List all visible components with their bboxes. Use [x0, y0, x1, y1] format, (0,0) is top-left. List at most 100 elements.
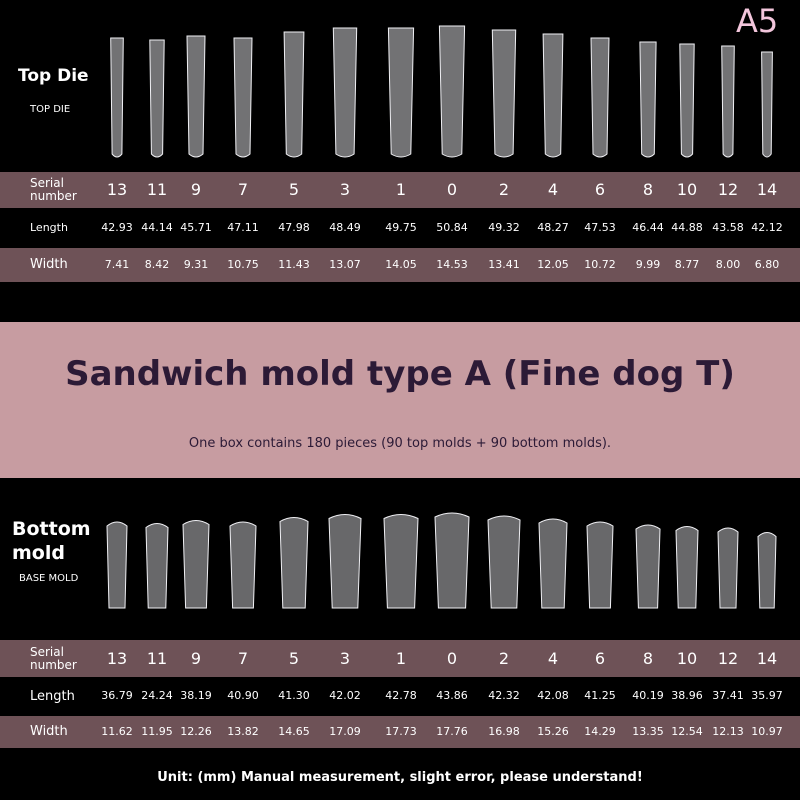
table-cell: 43.58	[712, 220, 744, 234]
table-cell: 42.93	[101, 220, 133, 234]
table-cell: 45.71	[180, 220, 212, 234]
section-subtitle: TOP DIE	[30, 104, 71, 115]
section-title: Bottom mold	[12, 518, 91, 564]
table-row: Length 42.93 44.14 45.71 47.11 47.98 48.49 49.7…	[0, 210, 800, 246]
table-cell: 12	[717, 180, 739, 199]
table-cell: 38.19	[180, 689, 212, 702]
nail	[283, 31, 305, 158]
table-cell: 42.12	[751, 220, 783, 234]
table-cell: 42.78	[385, 689, 417, 702]
table-row: Width 7.41 8.42 9.31 10.75 11.43 13.07 14.05 14.…	[0, 248, 800, 282]
table-cell: 9.99	[635, 257, 661, 271]
table-cell: 5	[288, 180, 300, 199]
nail	[679, 43, 695, 158]
table-row: Width 11.62 11.95 12.26 13.82 14.65 17.09 17.73…	[0, 716, 800, 748]
table-cell: 11.62	[101, 724, 133, 738]
table-cell: 15.26	[537, 724, 569, 738]
table-cell: 6.80	[754, 257, 780, 271]
nail	[182, 520, 210, 609]
nail	[487, 515, 521, 609]
table-cell: 8.77	[674, 257, 700, 271]
table-cell: 48.49	[329, 220, 361, 234]
table-cell: 10.72	[584, 257, 616, 271]
nail	[186, 35, 206, 158]
nail	[145, 523, 169, 609]
table-cell: 49.32	[488, 220, 520, 234]
nail	[383, 514, 419, 609]
table-cell: 13.35	[632, 724, 664, 738]
nail	[721, 45, 735, 158]
nail	[491, 29, 517, 158]
table-cell: 8.00	[715, 257, 741, 271]
table-cell: 6	[594, 180, 606, 199]
nail	[538, 518, 568, 609]
nail	[387, 27, 415, 158]
table-row: Serial number 13 11 9 7 5 3 1 0 2 4 6 8 10 12 14	[0, 640, 800, 677]
table-cell: 0	[446, 180, 458, 199]
table-cell: 10	[676, 648, 698, 668]
table-cell: 42.02	[329, 689, 361, 702]
table-cell: 11.43	[278, 257, 310, 271]
table-cell: 8	[642, 180, 654, 199]
nail	[328, 514, 362, 609]
banner-title: Sandwich mold type A (Fine dog T)	[65, 354, 735, 394]
table-cell: 49.75	[385, 220, 417, 234]
nail	[590, 37, 610, 158]
nail	[717, 527, 739, 609]
table-cell: 17.76	[436, 724, 468, 738]
table-cell: 37.41	[712, 689, 744, 702]
table-cell: 14.53	[436, 257, 468, 271]
table-cell: 11	[146, 180, 168, 199]
table-cell: 41.25	[584, 689, 616, 702]
section-title: Top Die	[18, 66, 89, 86]
section-subtitle: BASE MOLD	[19, 573, 79, 584]
table-cell: 3	[339, 180, 351, 199]
nail	[106, 521, 128, 609]
table-cell: 14	[756, 180, 778, 199]
table-cell: 12	[717, 648, 739, 668]
table-cell: 14.29	[584, 724, 616, 738]
table-cell: 13	[106, 180, 128, 199]
row-label: Serial number	[30, 644, 77, 672]
banner: Sandwich mold type A (Fine dog T) One bo…	[0, 322, 800, 478]
nail	[757, 532, 777, 609]
table-cell: 43.86	[436, 689, 468, 702]
table-cell: 13	[106, 648, 128, 668]
nail	[635, 524, 661, 609]
table-cell: 38.96	[671, 689, 703, 702]
table-cell: 42.08	[537, 689, 569, 702]
table-cell: 13.82	[227, 724, 259, 738]
table-cell: 10.97	[751, 724, 783, 738]
table-cell: 12.05	[537, 257, 569, 271]
nail	[279, 517, 309, 609]
table-cell: 36.79	[101, 689, 133, 702]
table-cell: 14.65	[278, 724, 310, 738]
nail	[639, 41, 657, 158]
table-cell: 9	[190, 648, 202, 668]
table-cell: 2	[498, 648, 510, 668]
table-cell: 0	[446, 648, 458, 668]
table-cell: 42.32	[488, 689, 520, 702]
table-cell: 11	[146, 648, 168, 668]
table-cell: 3	[339, 648, 351, 668]
nail	[110, 37, 124, 158]
nail	[542, 33, 564, 158]
table-cell: 10	[676, 180, 698, 199]
table-cell: 41.30	[278, 689, 310, 702]
table-cell: 16.98	[488, 724, 520, 738]
table-cell: 6	[594, 648, 606, 668]
table-cell: 47.98	[278, 220, 310, 234]
nail	[332, 27, 358, 158]
table-cell: 5	[288, 648, 300, 668]
row-label: Length	[30, 688, 75, 704]
table-cell: 4	[547, 180, 559, 199]
table-cell: 40.90	[227, 689, 259, 702]
nail	[761, 51, 773, 158]
table-cell: 47.11	[227, 220, 259, 234]
nail	[586, 521, 614, 609]
footer: Unit: (mm) Manual measurement, slight er…	[157, 770, 643, 785]
nail	[233, 37, 253, 158]
table-cell: 14	[756, 648, 778, 668]
